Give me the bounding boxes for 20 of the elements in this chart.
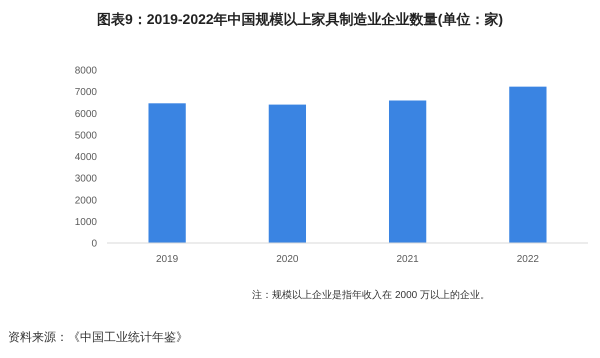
bar [268,104,306,243]
y-tick-label: 2000 [74,195,98,206]
x-tick-label: 2020 [276,254,299,265]
bar [148,103,186,243]
y-tick-label: 0 [91,238,98,250]
y-tick-label: 6000 [74,108,98,120]
y-tick-label: 1000 [74,216,98,228]
x-tick-label: 2022 [516,254,540,265]
y-tick-label: 3000 [74,174,98,185]
x-tick-label: 2021 [396,254,420,265]
y-tick-label: 5000 [74,130,98,142]
text: 资料来源：《中国工业统计年鉴》 [8,330,188,344]
y-tick-label: 4000 [74,152,98,163]
bar [388,100,426,243]
text: 注：规模以上企业是指年收入在 2000 万以上的企业。 [252,289,490,301]
bar [509,86,547,243]
chart-title: 图表9：2019-2022年中国规模以上家具制造业企业数量(单位：家) [96,11,504,27]
y-tick-label: 7000 [74,87,98,98]
x-tick-label: 2019 [156,254,179,265]
y-tick-label: 8000 [74,66,98,76]
